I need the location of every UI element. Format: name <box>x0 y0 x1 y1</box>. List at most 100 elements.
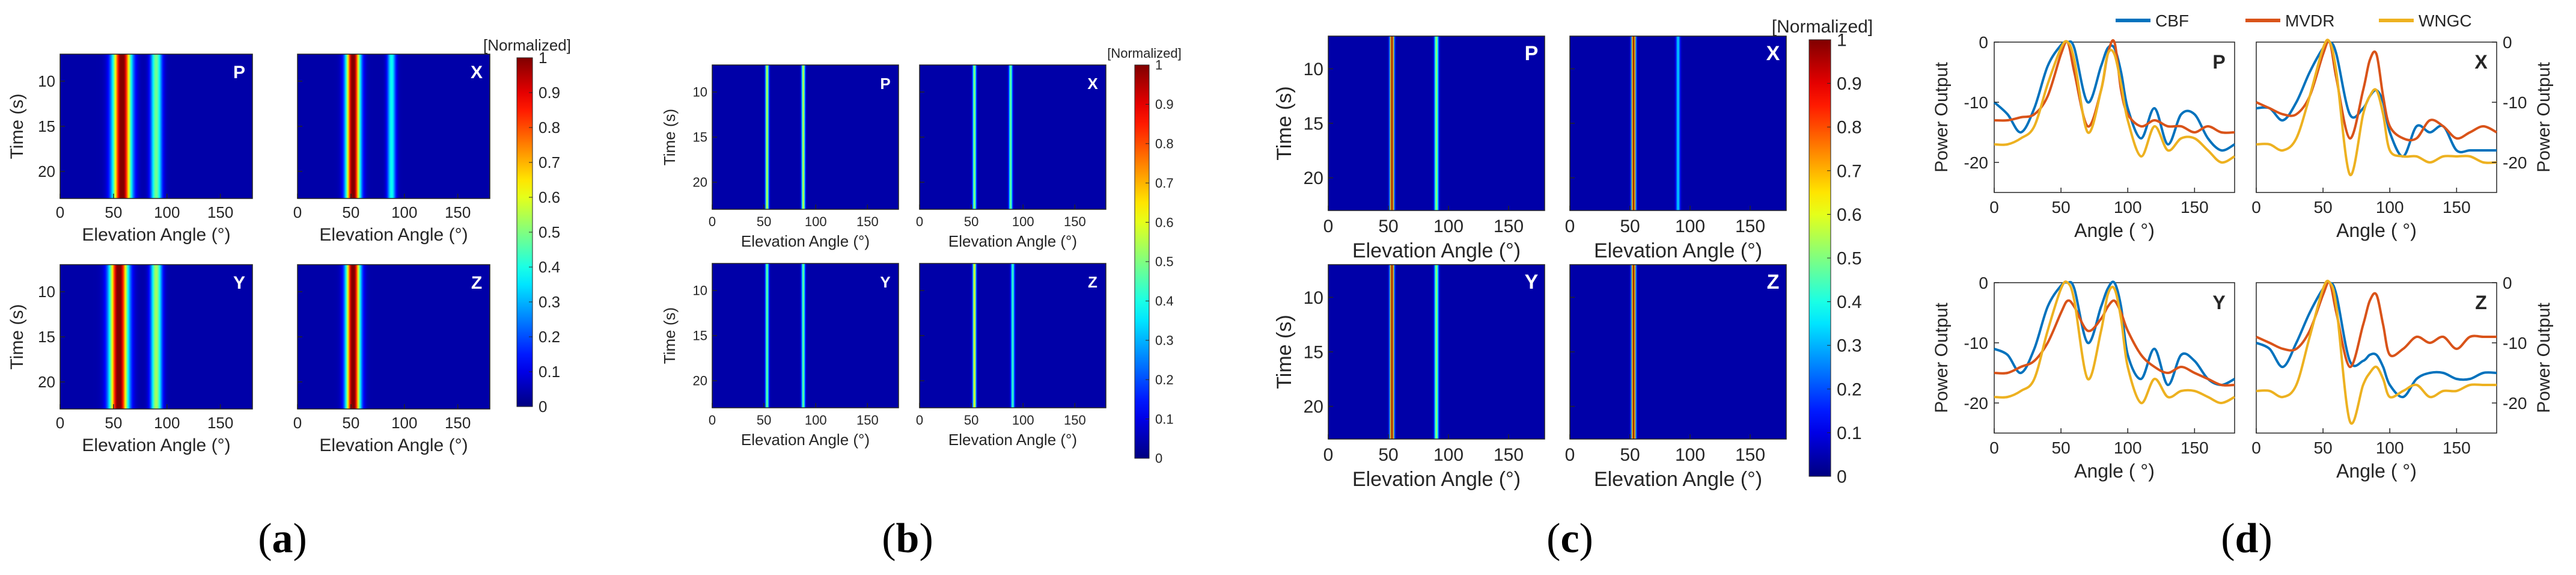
colorbar-tick-label: 0.1 <box>1837 423 1862 443</box>
series-line-WNGC <box>2256 38 2497 176</box>
panel-label: (a) <box>258 515 307 562</box>
y-tick-label: -10 <box>2503 334 2527 352</box>
subplot-label: X <box>2474 51 2488 73</box>
x-axis-label: Elevation Angle (°) <box>741 431 870 449</box>
panel-label: (c) <box>1546 515 1593 562</box>
x-tick-label: 0 <box>56 414 64 432</box>
subplot-label: Z <box>2475 292 2487 313</box>
subplot-label: X <box>1087 75 1098 93</box>
x-tick-label: 100 <box>805 413 827 428</box>
x-axis-label: Elevation Angle (°) <box>1594 239 1762 262</box>
x-tick-label: 50 <box>2314 438 2333 457</box>
y-tick-label: 0 <box>1979 274 1988 292</box>
x-tick-label: 0 <box>916 413 923 428</box>
x-tick-label: 150 <box>445 203 471 221</box>
colorbar-tick-label: 0.9 <box>539 84 560 102</box>
heatmap-b-P <box>712 65 899 209</box>
x-tick-label: 100 <box>2114 198 2142 217</box>
x-tick-label: 150 <box>1735 445 1765 465</box>
colorbar-tick-label: 0 <box>1155 451 1162 466</box>
colorbar-tick-label: 0.2 <box>1837 380 1862 399</box>
y-tick-label: 20 <box>38 373 55 391</box>
x-tick-label: 0 <box>916 214 923 229</box>
colorbar-tick-label: 0.8 <box>539 118 560 137</box>
colorbar-tick-label: 0.7 <box>1155 176 1174 191</box>
colorbar-tick-label: 0.3 <box>1837 336 1862 356</box>
panel-label: (d) <box>2221 515 2272 562</box>
x-tick-label: 50 <box>1620 445 1640 465</box>
x-axis-label: Elevation Angle (°) <box>1352 239 1521 262</box>
x-tick-label: 150 <box>2181 438 2209 457</box>
x-axis-label: Angle ( °) <box>2074 220 2155 241</box>
y-tick-label: 15 <box>1304 343 1323 363</box>
x-tick-label: 50 <box>1378 445 1398 465</box>
x-tick-label: 0 <box>1565 217 1575 236</box>
subplot-label: X <box>1766 42 1780 65</box>
heatmap-b-Y <box>712 263 899 408</box>
x-tick-label: 50 <box>964 413 978 428</box>
y-tick-label: 20 <box>38 162 55 180</box>
colorbar-tick-label: 0.5 <box>1837 249 1862 269</box>
y-tick-label: 10 <box>1304 288 1323 308</box>
y-tick-label: 20 <box>1304 168 1323 188</box>
colorbar-tick-label: 0.9 <box>1837 74 1862 94</box>
x-tick-label: 150 <box>2443 438 2471 457</box>
y-axis-label: Power Output <box>2534 62 2554 173</box>
colorbar-tick-label: 0.5 <box>539 223 560 241</box>
colorbar-tick-label: 1 <box>1155 58 1162 73</box>
colorbar-tick-label: 0.7 <box>539 153 560 171</box>
x-tick-label: 150 <box>1735 217 1765 236</box>
x-tick-label: 100 <box>2114 438 2142 457</box>
x-axis-label: Elevation Angle (°) <box>82 435 230 455</box>
x-tick-label: 150 <box>207 203 233 221</box>
colorbar-tick-label: 0.4 <box>539 258 560 276</box>
x-tick-label: 100 <box>1675 217 1705 236</box>
y-axis-label: Time (s) <box>7 304 27 370</box>
x-tick-label: 150 <box>1064 214 1086 229</box>
x-axis-label: Elevation Angle (°) <box>319 225 468 245</box>
subplot-label: Y <box>1525 271 1539 294</box>
colorbar-title: [Normalized] <box>483 36 571 54</box>
x-tick-label: 150 <box>2443 198 2471 217</box>
x-tick-label: 100 <box>154 203 180 221</box>
y-tick-label: -10 <box>1964 93 1988 112</box>
x-tick-label: 100 <box>391 414 417 432</box>
x-tick-label: 150 <box>856 214 879 229</box>
x-tick-label: 150 <box>856 413 879 428</box>
x-tick-label: 150 <box>445 414 471 432</box>
x-axis-label: Elevation Angle (°) <box>319 435 468 455</box>
y-tick-label: 10 <box>38 283 55 301</box>
colorbar-tick-label: 0.9 <box>1155 97 1174 112</box>
x-tick-label: 100 <box>1012 214 1034 229</box>
x-tick-label: 50 <box>2314 198 2333 217</box>
x-tick-label: 100 <box>1433 445 1463 465</box>
subplot-label: P <box>880 75 890 93</box>
subplot-label: Z <box>1767 271 1780 294</box>
colorbar-tick-label: 0.4 <box>1837 292 1862 312</box>
subplot-label: X <box>471 63 483 82</box>
y-tick-label: -10 <box>1964 334 1988 352</box>
y-tick-label: 10 <box>693 85 707 100</box>
legend-label-CBF: CBF <box>2155 11 2189 30</box>
x-tick-label: 100 <box>805 214 827 229</box>
colorbar-tick-label: 0.6 <box>539 188 560 206</box>
y-tick-label: 15 <box>38 328 55 346</box>
colorbar-tick-label: 0 <box>539 398 547 416</box>
series-line-CBF <box>2256 281 2497 399</box>
y-tick-label: 10 <box>693 283 707 298</box>
series-line-WNGC <box>1994 40 2235 164</box>
y-tick-label: 0 <box>2503 274 2512 292</box>
x-axis-label: Elevation Angle (°) <box>741 232 870 250</box>
colorbar-tick-label: 0.3 <box>1155 333 1174 348</box>
subplot-label: Z <box>1088 273 1097 291</box>
y-tick-label: 15 <box>38 117 55 135</box>
y-tick-label: -20 <box>1964 153 1988 172</box>
y-tick-label: 0 <box>1979 33 1988 52</box>
y-axis-label: Power Output <box>1932 303 1952 413</box>
x-tick-label: 50 <box>2052 198 2071 217</box>
x-tick-label: 0 <box>1989 198 1999 217</box>
y-axis-label: Power Output <box>1932 62 1952 173</box>
x-tick-label: 100 <box>2376 438 2404 457</box>
colorbar-tick-label: 0.3 <box>539 293 560 311</box>
